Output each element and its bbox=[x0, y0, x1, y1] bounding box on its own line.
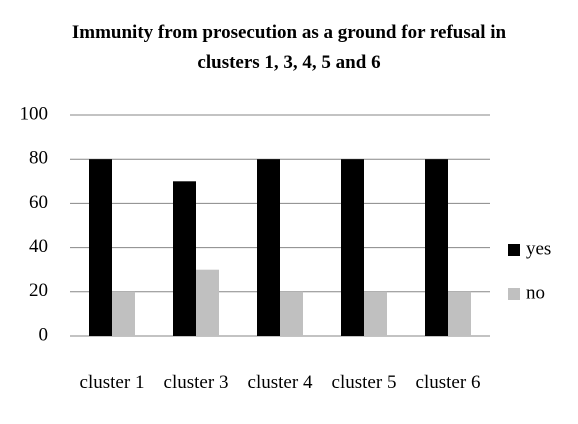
x-tick-label: cluster 1 bbox=[79, 372, 145, 393]
bar bbox=[280, 291, 303, 336]
bar bbox=[196, 269, 219, 336]
bar bbox=[364, 291, 387, 336]
y-tick-label: 40 bbox=[29, 236, 48, 257]
bar bbox=[89, 159, 112, 336]
y-tick-label: 100 bbox=[20, 103, 49, 124]
y-tick-label: 20 bbox=[29, 280, 48, 301]
y-tick-label: 80 bbox=[29, 148, 48, 169]
legend-label: yes bbox=[526, 238, 551, 259]
legend-swatch bbox=[508, 244, 520, 256]
chart-title: Immunity from prosecution as a ground fo… bbox=[71, 22, 507, 73]
legend-label: no bbox=[526, 282, 545, 303]
bar bbox=[257, 159, 280, 336]
x-tick-label: cluster 3 bbox=[163, 372, 229, 393]
x-tick-label: cluster 6 bbox=[415, 372, 481, 393]
bar bbox=[448, 291, 471, 336]
bar bbox=[425, 159, 448, 336]
legend-swatch bbox=[508, 288, 520, 300]
x-tick-label: cluster 5 bbox=[331, 372, 397, 393]
bar bbox=[341, 159, 364, 336]
y-tick-label: 0 bbox=[39, 324, 49, 345]
bar bbox=[173, 181, 196, 336]
y-tick-label: 60 bbox=[29, 192, 48, 213]
x-tick-label: cluster 4 bbox=[247, 372, 313, 393]
bar bbox=[112, 291, 135, 336]
